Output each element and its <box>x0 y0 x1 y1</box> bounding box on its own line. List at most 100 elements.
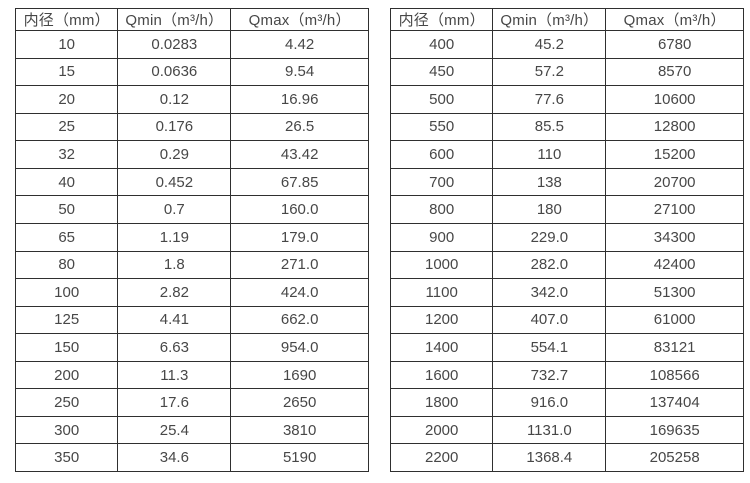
table-cell: 20 <box>14 85 119 114</box>
flow-rate-table-large-diameters: 内径（mm） Qmin（m³/h） Qmax（m³/h） 400 45.2 6780 450… <box>389 8 744 472</box>
table-cell: 732.7 <box>492 360 607 390</box>
table-cell: 1000 <box>389 250 494 280</box>
table-cell: 180 <box>492 195 607 224</box>
table-cell: 2200 <box>389 443 494 472</box>
column-header: Qmax（m³/h） <box>605 8 744 31</box>
table-cell: 15 <box>14 57 119 87</box>
table-cell: 400 <box>389 30 494 59</box>
table-cell: 0.176 <box>117 112 232 142</box>
table-row: 700 138 20700 <box>389 167 744 197</box>
table-cell: 15200 <box>605 140 744 169</box>
table-cell: 25 <box>14 112 119 142</box>
table-cell: 42400 <box>605 250 744 280</box>
table-cell: 83121 <box>605 333 744 362</box>
table-cell: 8570 <box>605 57 744 87</box>
table-cell: 1100 <box>389 278 494 307</box>
table-cell: 5190 <box>230 443 369 472</box>
table-cell: 1400 <box>389 333 494 362</box>
table-row: 1000 282.0 42400 <box>389 250 744 280</box>
table-cell: 800 <box>389 195 494 224</box>
table-cell: 2650 <box>230 388 369 417</box>
table-cell: 1131.0 <box>492 415 607 445</box>
table-cell: 61000 <box>605 305 744 335</box>
table-row: 40 0.452 67.85 <box>14 167 369 197</box>
table-cell: 205258 <box>605 443 744 472</box>
table-cell: 27100 <box>605 195 744 224</box>
table-cell: 10600 <box>605 85 744 114</box>
table-row: 15 0.0636 9.54 <box>14 57 369 87</box>
table-row: 1100 342.0 51300 <box>389 278 744 307</box>
table-cell: 3810 <box>230 415 369 445</box>
table-row: 200 11.3 1690 <box>14 360 369 390</box>
table-cell: 32 <box>14 140 119 169</box>
table-row: 10 0.0283 4.42 <box>14 30 369 59</box>
table-cell: 0.0636 <box>117 57 232 87</box>
table-cell: 407.0 <box>492 305 607 335</box>
table-cell: 9.54 <box>230 57 369 87</box>
table-cell: 80 <box>14 250 119 280</box>
table-row: 80 1.8 271.0 <box>14 250 369 280</box>
table-row: 350 34.6 5190 <box>14 443 369 472</box>
table-cell: 16.96 <box>230 85 369 114</box>
table-cell: 2000 <box>389 415 494 445</box>
header-row: 内径（mm） Qmin（m³/h） Qmax（m³/h） <box>14 8 369 31</box>
flow-rate-table-small-diameters: 内径（mm） Qmin（m³/h） Qmax（m³/h） 10 0.0283 4.42 15… <box>14 8 369 472</box>
table-row: 500 77.6 10600 <box>389 85 744 114</box>
table-cell: 34300 <box>605 222 744 252</box>
table-cell: 1.19 <box>117 222 232 252</box>
table-cell: 0.7 <box>117 195 232 224</box>
table-cell: 200 <box>14 360 119 390</box>
table-cell: 271.0 <box>230 250 369 280</box>
column-header: 内径（mm） <box>389 8 494 31</box>
table-cell: 77.6 <box>492 85 607 114</box>
table-row: 900 229.0 34300 <box>389 222 744 252</box>
table-cell: 6780 <box>605 30 744 59</box>
table-cell: 85.5 <box>492 112 607 142</box>
column-header: Qmin（m³/h） <box>117 8 232 31</box>
table-cell: 2.82 <box>117 278 232 307</box>
table-row: 450 57.2 8570 <box>389 57 744 87</box>
table-cell: 179.0 <box>230 222 369 252</box>
table-cell: 40 <box>14 167 119 197</box>
table-cell: 916.0 <box>492 388 607 417</box>
table-row: 1200 407.0 61000 <box>389 305 744 335</box>
table-row: 250 17.6 2650 <box>14 388 369 417</box>
table-cell: 550 <box>389 112 494 142</box>
table-cell: 17.6 <box>117 388 232 417</box>
table-cell: 51300 <box>605 278 744 307</box>
table-cell: 110 <box>492 140 607 169</box>
table-cell: 45.2 <box>492 30 607 59</box>
table-cell: 450 <box>389 57 494 87</box>
table-cell: 1690 <box>230 360 369 390</box>
table-cell: 1600 <box>389 360 494 390</box>
table-cell: 43.42 <box>230 140 369 169</box>
table-row: 100 2.82 424.0 <box>14 278 369 307</box>
table-cell: 10 <box>14 30 119 59</box>
table-cell: 137404 <box>605 388 744 417</box>
table-row: 400 45.2 6780 <box>389 30 744 59</box>
table-cell: 6.63 <box>117 333 232 362</box>
table-cell: 554.1 <box>492 333 607 362</box>
table-row: 550 85.5 12800 <box>389 112 744 142</box>
table-cell: 600 <box>389 140 494 169</box>
table-cell: 50 <box>14 195 119 224</box>
table-cell: 150 <box>14 333 119 362</box>
table-cell: 138 <box>492 167 607 197</box>
table-cell: 282.0 <box>492 250 607 280</box>
column-header: 内径（mm） <box>14 8 119 31</box>
table-cell: 500 <box>389 85 494 114</box>
table-cell: 0.29 <box>117 140 232 169</box>
table-cell: 662.0 <box>230 305 369 335</box>
table-cell: 26.5 <box>230 112 369 142</box>
table-row: 2000 1131.0 169635 <box>389 415 744 445</box>
table-cell: 108566 <box>605 360 744 390</box>
table-cell: 67.85 <box>230 167 369 197</box>
table-row: 20 0.12 16.96 <box>14 85 369 114</box>
table-cell: 342.0 <box>492 278 607 307</box>
table-row: 1400 554.1 83121 <box>389 333 744 362</box>
table-row: 300 25.4 3810 <box>14 415 369 445</box>
table-cell: 100 <box>14 278 119 307</box>
table-row: 65 1.19 179.0 <box>14 222 369 252</box>
header-row: 内径（mm） Qmin（m³/h） Qmax（m³/h） <box>389 8 744 31</box>
table-cell: 57.2 <box>492 57 607 87</box>
